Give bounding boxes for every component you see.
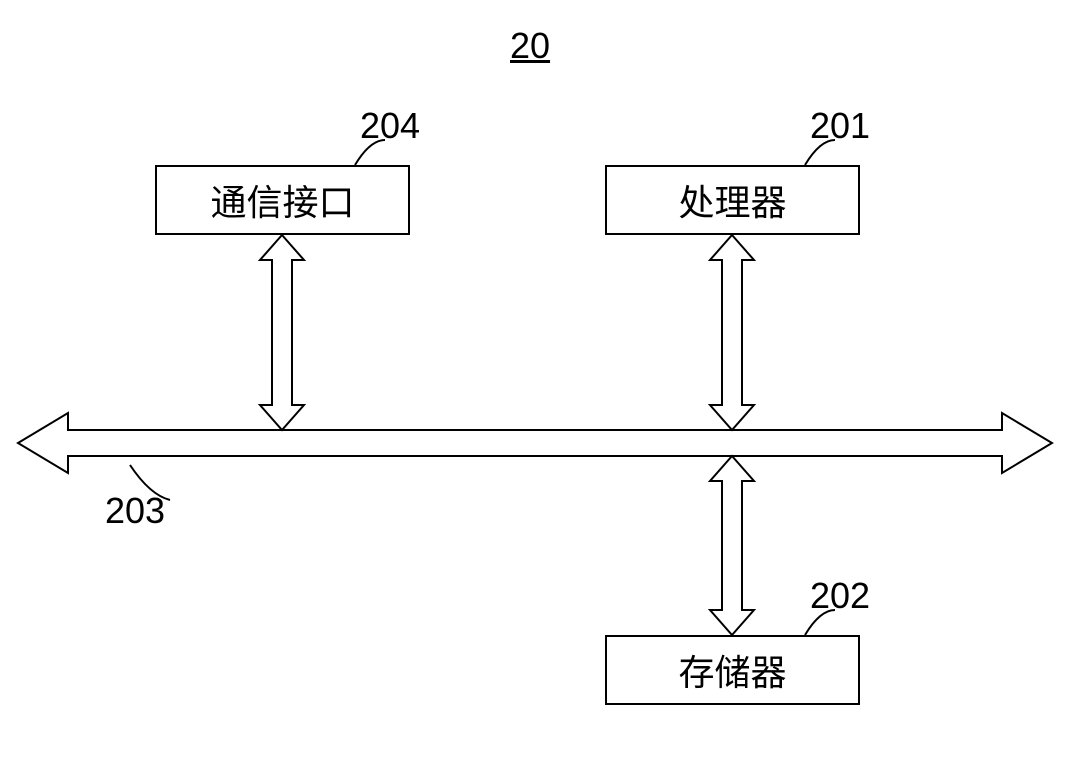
leader-lines	[0, 0, 1070, 783]
